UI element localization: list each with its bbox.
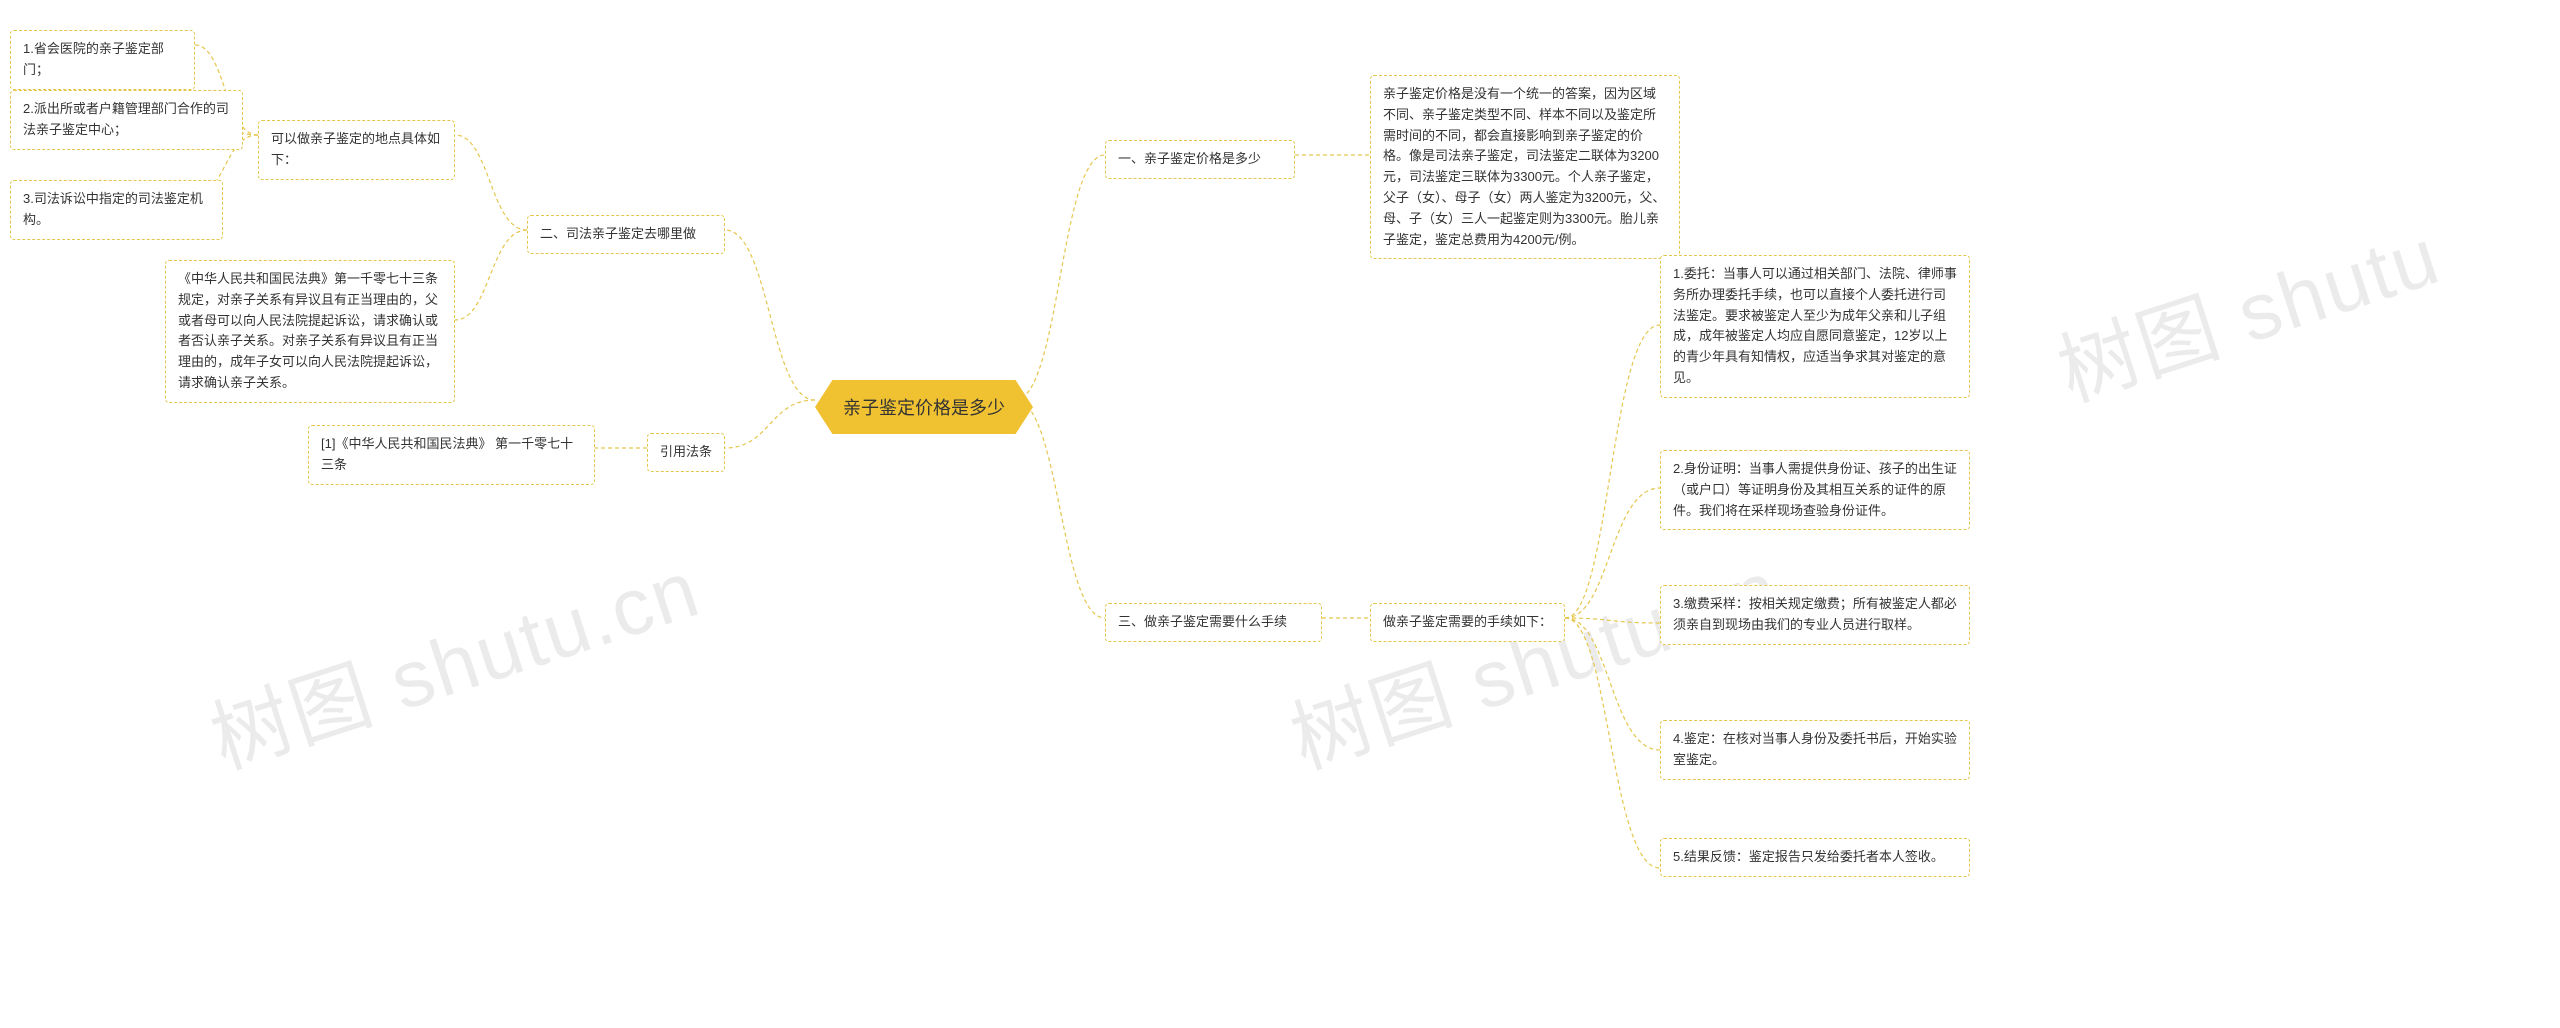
branch-3: 三、做亲子鉴定需要什么手续 — [1105, 603, 1322, 642]
branch-4-sub: [1]《中华人民共和国民法典》 第一千零七十三条 — [308, 425, 595, 485]
branch-2-sub1-item-1: 1.省会医院的亲子鉴定部门； — [10, 30, 195, 90]
branch-3-item-3: 3.缴费采样：按相关规定缴费；所有被鉴定人都必须亲自到现场由我们的专业人员进行取… — [1660, 585, 1970, 645]
branch-2: 二、司法亲子鉴定去哪里做 — [527, 215, 725, 254]
branch-2-sub2: 《中华人民共和国民法典》第一千零七十三条规定，对亲子关系有异议且有正当理由的，父… — [165, 260, 455, 403]
branch-3-item-4: 4.鉴定：在核对当事人身份及委托书后，开始实验室鉴定。 — [1660, 720, 1970, 780]
branch-2-sub1: 可以做亲子鉴定的地点具体如下： — [258, 120, 455, 180]
branch-4: 引用法条 — [647, 433, 725, 472]
branch-3-item-2: 2.身份证明：当事人需提供身份证、孩子的出生证（或户口）等证明身份及其相互关系的… — [1660, 450, 1970, 530]
watermark: 树图 shutu.cn — [194, 525, 712, 792]
branch-3-sub: 做亲子鉴定需要的手续如下： — [1370, 603, 1565, 642]
branch-3-item-1: 1.委托：当事人可以通过相关部门、法院、律师事务所办理委托手续，也可以直接个人委… — [1660, 255, 1970, 398]
watermark: 树图 shutu — [2042, 192, 2453, 424]
root-node: 亲子鉴定价格是多少 — [815, 380, 1033, 434]
branch-1: 一、亲子鉴定价格是多少 — [1105, 140, 1295, 179]
branch-3-item-5: 5.结果反馈：鉴定报告只发给委托者本人签收。 — [1660, 838, 1970, 877]
branch-2-sub1-item-3: 3.司法诉讼中指定的司法鉴定机构。 — [10, 180, 223, 240]
branch-1-detail: 亲子鉴定价格是没有一个统一的答案，因为区域不同、亲子鉴定类型不同、样本不同以及鉴… — [1370, 75, 1680, 259]
branch-2-sub1-item-2: 2.派出所或者户籍管理部门合作的司法亲子鉴定中心； — [10, 90, 243, 150]
